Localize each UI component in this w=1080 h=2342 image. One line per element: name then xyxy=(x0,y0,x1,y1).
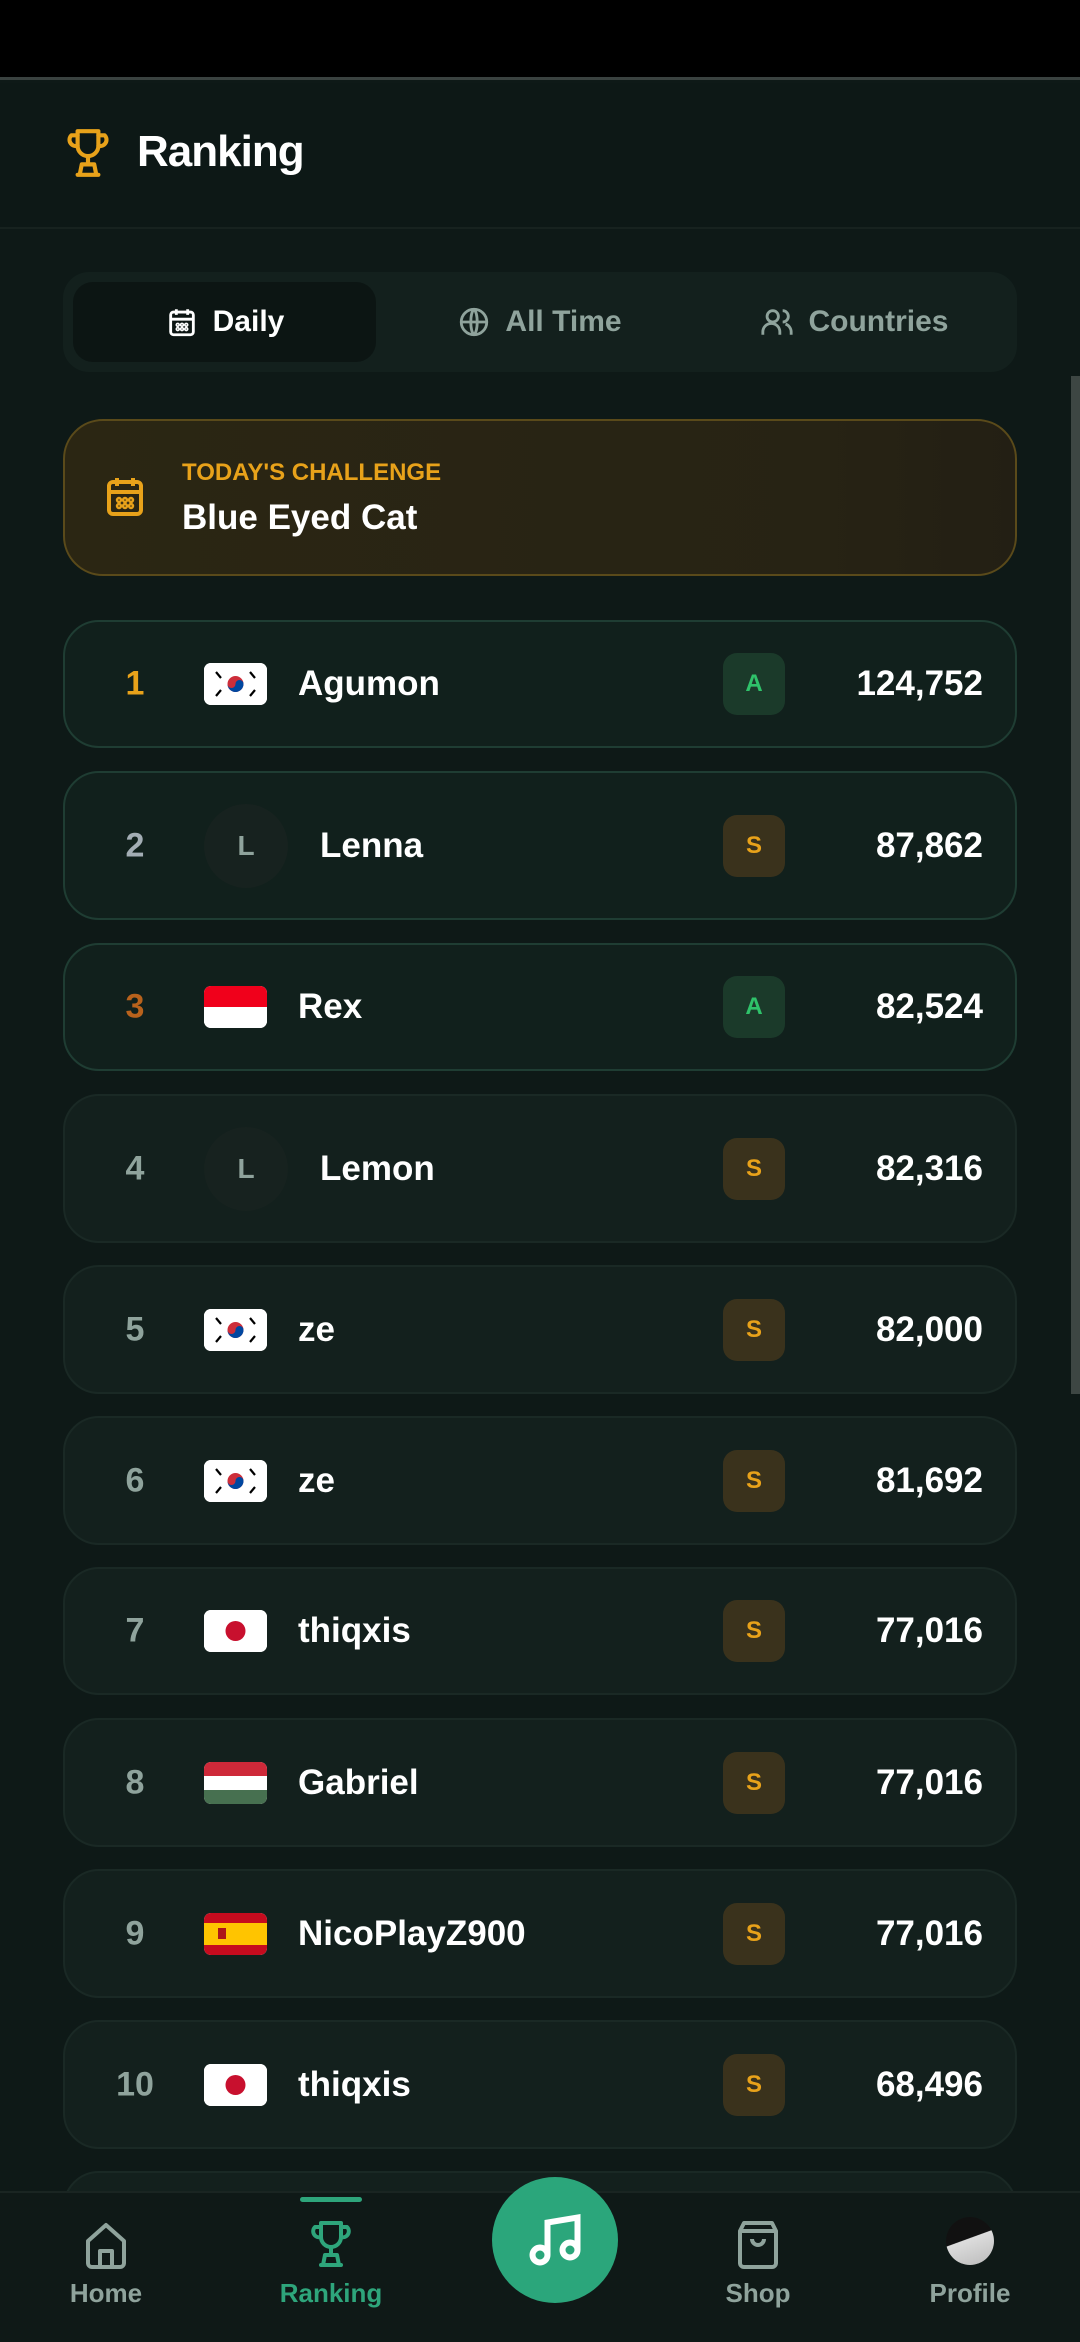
rank-number: 10 xyxy=(116,2065,154,2103)
score: 77,016 xyxy=(875,1762,983,1802)
avatar: L xyxy=(204,803,288,888)
rank-number: 6 xyxy=(125,1461,145,1499)
nav-shop[interactable]: Shop xyxy=(678,2193,838,2342)
leaderboard-row[interactable]: 7 thiqxis S 77,016 xyxy=(63,1567,1017,1695)
grade-badge: S xyxy=(723,1902,785,1965)
player-name: NicoPlayZ900 xyxy=(298,1913,526,1953)
player-name: ze xyxy=(298,1309,335,1349)
leaderboard-row[interactable]: 3 Rex A 82,524 xyxy=(63,943,1017,1071)
player-name: Rex xyxy=(298,987,363,1026)
status-bar xyxy=(0,0,1080,80)
leaderboard-row[interactable]: 10 thiqxis S 68,496 xyxy=(63,2020,1017,2149)
player-name: Agumon xyxy=(298,664,440,703)
score: 68,496 xyxy=(875,2064,983,2104)
player-name: ze xyxy=(298,1460,335,1500)
grade-badge: S xyxy=(723,1137,785,1200)
tab-label: Countries xyxy=(808,305,949,338)
grade-badge: S xyxy=(723,1751,785,1814)
tab-label: Daily xyxy=(212,305,285,338)
page-title: Ranking xyxy=(137,127,305,176)
grade-badge: S xyxy=(723,2053,785,2116)
challenge-label: TODAY'S CHALLENGE xyxy=(182,459,442,486)
scrollbar[interactable] xyxy=(1071,376,1080,1394)
player-name: Lemon xyxy=(320,1148,435,1188)
music-note-icon xyxy=(529,2213,581,2266)
grade-badge: S xyxy=(723,814,785,877)
tab-countries[interactable]: Countries xyxy=(703,282,1006,362)
trophy-icon xyxy=(67,129,109,177)
score: 81,692 xyxy=(875,1460,983,1500)
header: Ranking xyxy=(0,83,1080,229)
rank-number: 5 xyxy=(125,1310,145,1348)
score: 82,316 xyxy=(875,1148,983,1188)
tab-label: All Time xyxy=(505,305,622,338)
users-icon xyxy=(761,309,794,335)
rank-number: 8 xyxy=(125,1763,145,1801)
nav-label: Ranking xyxy=(279,2278,383,2308)
globe-icon xyxy=(460,307,489,337)
country-flag-es xyxy=(204,1912,267,1955)
challenge-name: Blue Eyed Cat xyxy=(182,498,418,537)
score: 87,862 xyxy=(875,825,983,865)
score: 82,000 xyxy=(875,1309,983,1349)
grade-badge: A xyxy=(723,976,785,1038)
score: 77,016 xyxy=(875,1913,983,1953)
nav-label: Home xyxy=(69,2278,143,2308)
grade-badge: S xyxy=(723,1449,785,1512)
country-flag-hu xyxy=(204,1761,267,1804)
player-name: thiqxis xyxy=(298,2064,411,2104)
grade-badge: A xyxy=(723,653,785,715)
rank-number: 3 xyxy=(125,987,145,1026)
avatar: L xyxy=(204,1126,288,1211)
country-flag-jp xyxy=(204,1610,267,1652)
grade-badge: S xyxy=(723,1600,785,1662)
grade-badge: S xyxy=(723,1298,785,1361)
leaderboard-row[interactable]: 8 Gabriel S 77,016 xyxy=(63,1718,1017,1847)
rank-number: 7 xyxy=(125,1611,145,1650)
tab-daily[interactable]: Daily xyxy=(73,282,376,362)
player-name: thiqxis xyxy=(298,1611,411,1650)
shopping-bag-icon xyxy=(738,2221,778,2269)
nav-label: Shop xyxy=(725,2278,791,2308)
country-flag-jp xyxy=(204,2063,267,2106)
leaderboard-row[interactable]: 1 Agumon A 124,752 xyxy=(63,620,1017,748)
active-indicator xyxy=(300,2197,362,2202)
player-name: Lenna xyxy=(320,825,424,865)
country-flag-kr xyxy=(204,1459,267,1502)
leaderboard-row[interactable]: 6 ze S 81,692 xyxy=(63,1416,1017,1545)
country-flag-kr xyxy=(204,663,267,705)
country-flag-id xyxy=(204,986,267,1028)
score: 124,752 xyxy=(856,664,983,703)
profile-avatar xyxy=(946,2217,994,2265)
leaderboard-row[interactable]: 5 ze S 82,000 xyxy=(63,1265,1017,1394)
nav-home[interactable]: Home xyxy=(26,2193,186,2342)
nav-ranking[interactable]: Ranking xyxy=(251,2193,411,2342)
country-flag-kr xyxy=(204,1308,267,1351)
trophy-icon xyxy=(311,2221,351,2267)
rank-number: 2 xyxy=(125,826,145,864)
calendar-icon xyxy=(107,478,143,516)
calendar-icon xyxy=(168,309,195,337)
score: 77,016 xyxy=(875,1611,983,1650)
score: 82,524 xyxy=(875,987,983,1026)
nav-label: Profile xyxy=(929,2278,1011,2308)
rank-number: 4 xyxy=(125,1149,145,1187)
leaderboard-row[interactable]: 9 NicoPlayZ900 S 77,016 xyxy=(63,1869,1017,1998)
home-icon xyxy=(86,2223,126,2269)
tab-all-time[interactable]: All Time xyxy=(388,282,691,362)
player-name: Gabriel xyxy=(298,1762,419,1802)
ranking-tabs: Daily All Time Countries xyxy=(63,272,1017,372)
play-music-button[interactable] xyxy=(492,2177,618,2303)
leaderboard-row[interactable]: 2 L Lenna S 87,862 xyxy=(63,771,1017,920)
leaderboard-row[interactable]: 4 L Lemon S 82,316 xyxy=(63,1094,1017,1243)
rank-number: 9 xyxy=(125,1914,145,1952)
todays-challenge-card[interactable]: TODAY'S CHALLENGE Blue Eyed Cat xyxy=(63,419,1017,576)
rank-number: 1 xyxy=(125,664,145,703)
nav-profile[interactable]: Profile xyxy=(890,2193,1050,2342)
